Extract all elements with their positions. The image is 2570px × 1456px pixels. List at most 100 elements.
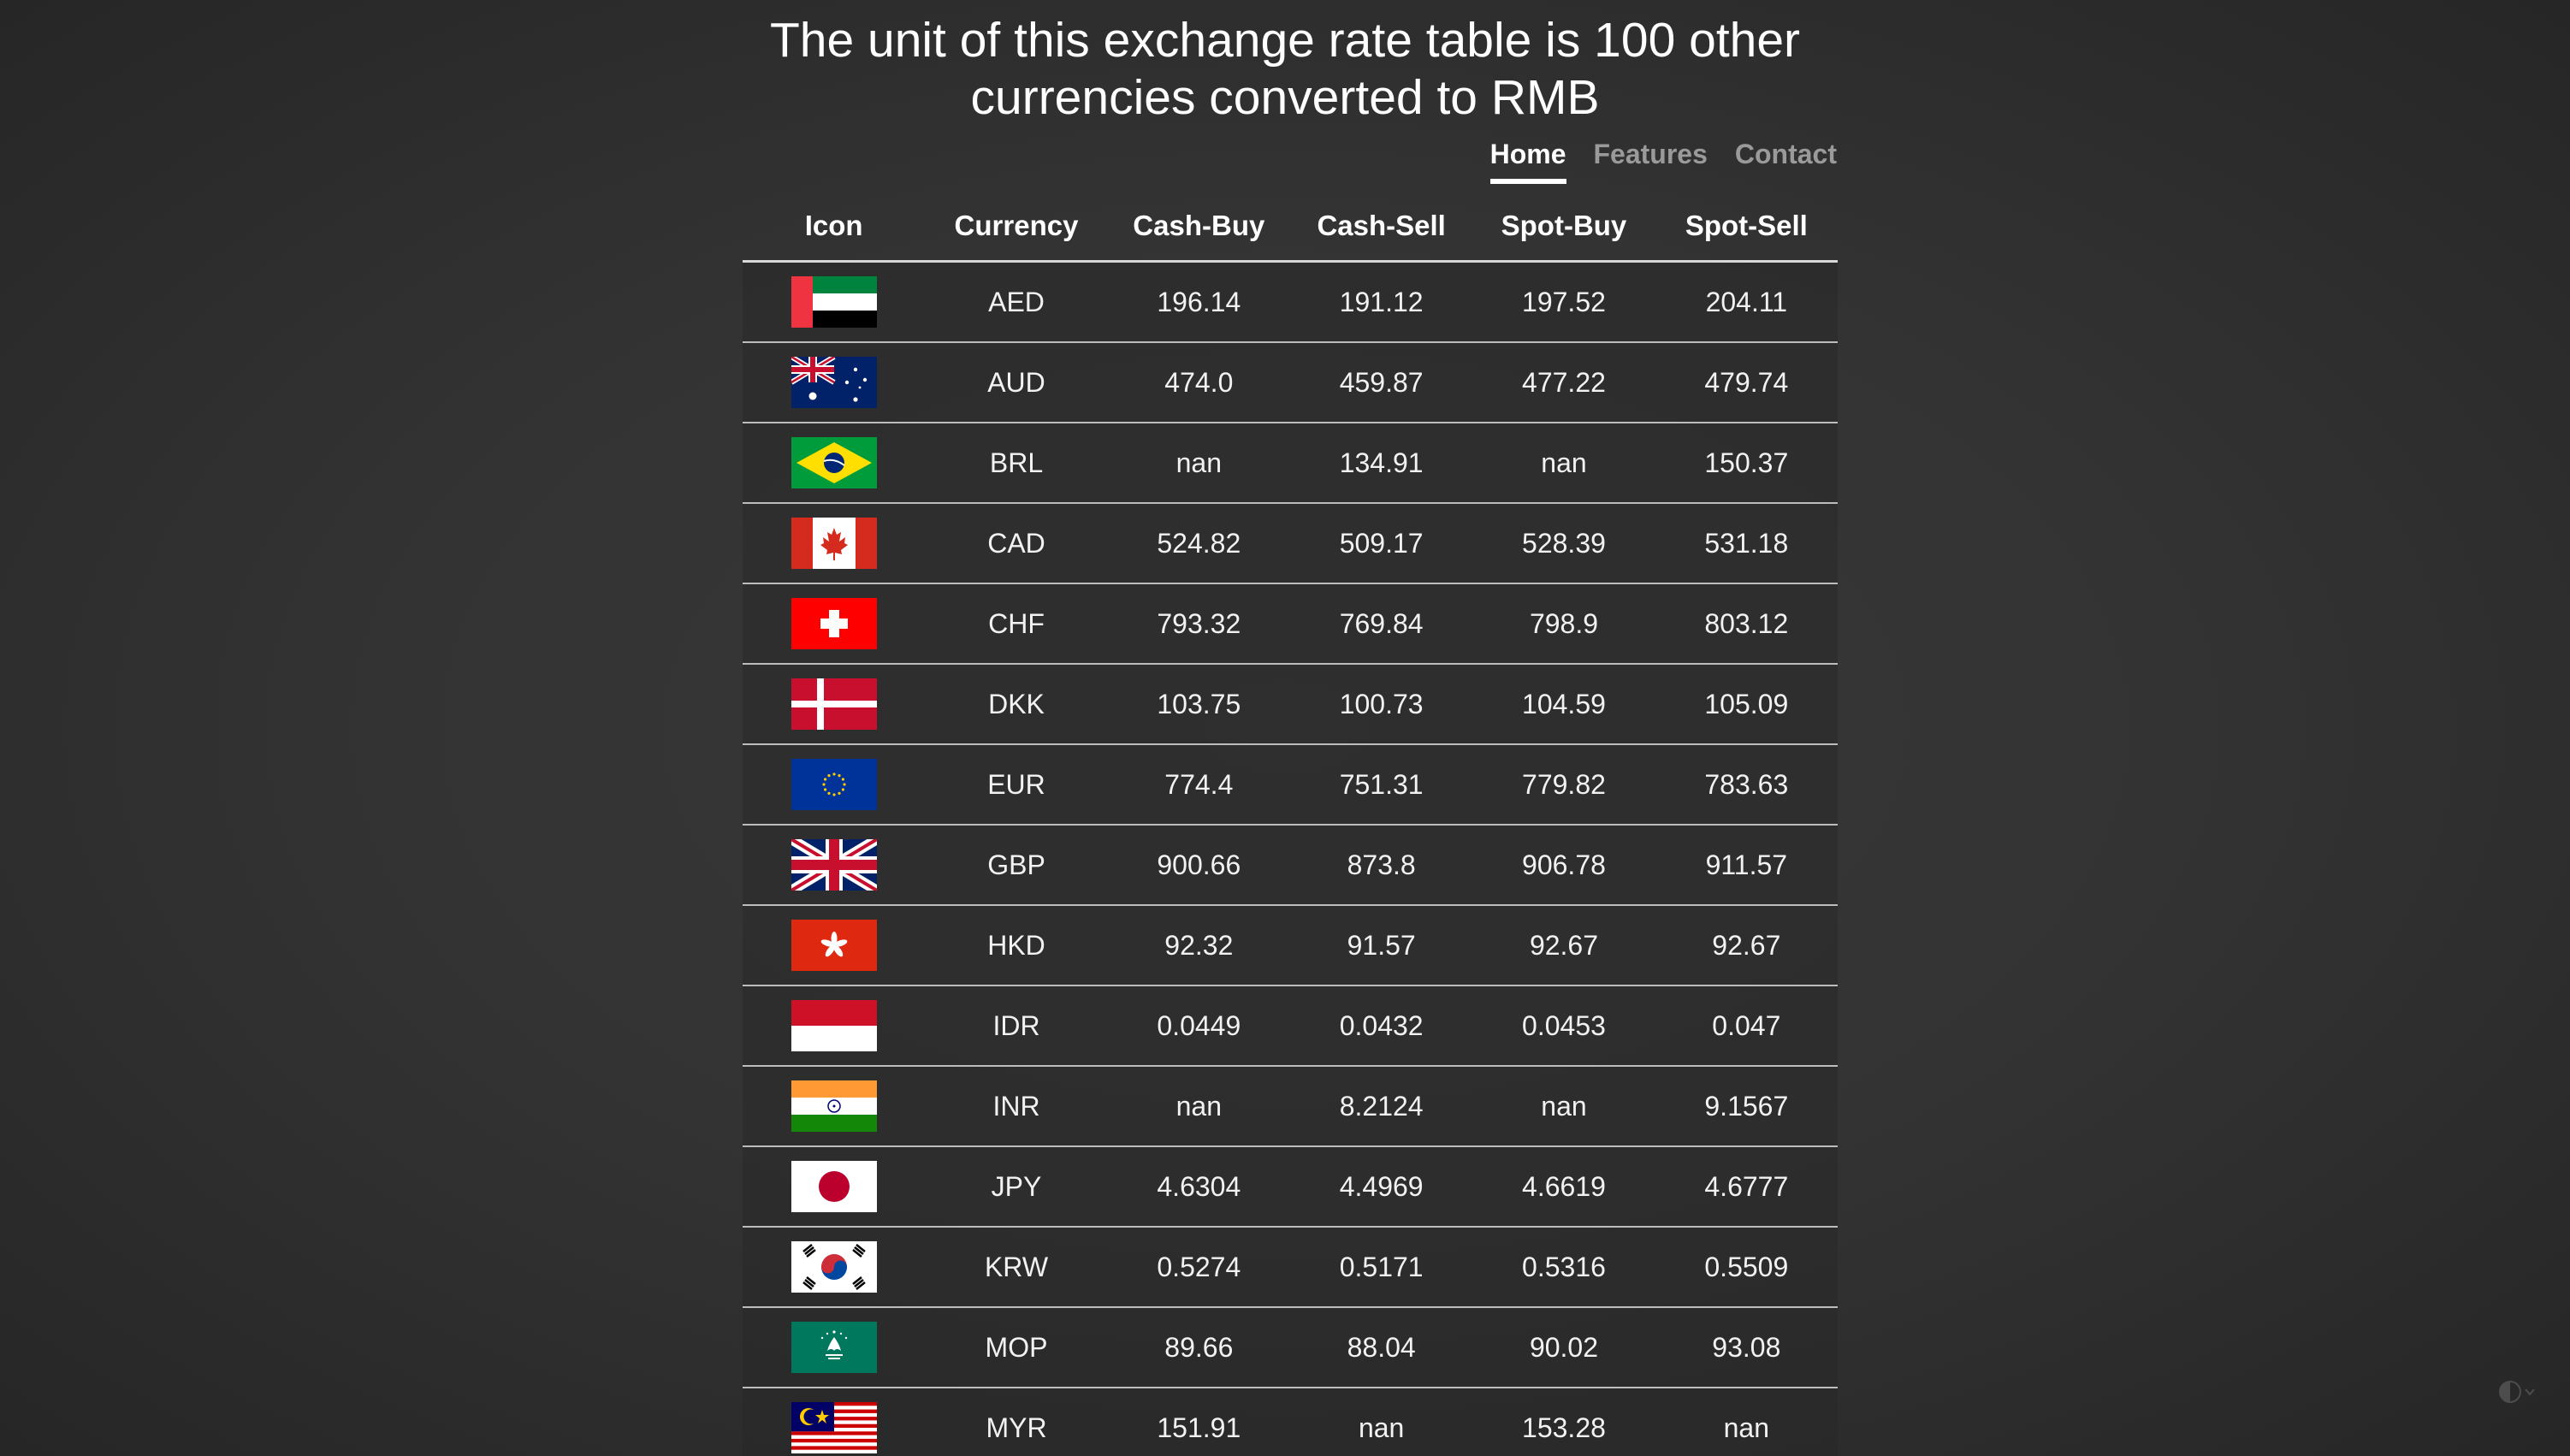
spot-sell-cell: 4.6777 — [1655, 1146, 1838, 1228]
table-row: JPY 4.6304 4.4969 4.6619 4.6777 — [743, 1146, 1838, 1228]
page-title-line-2: currencies converted to RMB — [970, 70, 1600, 125]
icon-cell — [743, 1227, 926, 1308]
currency-cell: MYR — [925, 1388, 1108, 1456]
spot-sell-cell: nan — [1655, 1388, 1838, 1456]
currency-cell: GBP — [925, 825, 1108, 906]
currency-cell: AUD — [925, 342, 1108, 423]
cash-sell-cell: 459.87 — [1289, 342, 1473, 423]
spot-buy-cell: nan — [1472, 423, 1655, 504]
top-nav: Home Features Contact — [1489, 139, 1837, 184]
table-row: AUD 474.0 459.87 477.22 479.74 — [743, 342, 1838, 423]
cash-sell-cell: nan — [1289, 1388, 1473, 1456]
denmark-flag-icon — [791, 678, 877, 730]
cash-buy-cell: 89.66 — [1107, 1307, 1290, 1388]
switzerland-flag-icon — [791, 598, 877, 649]
icon-cell — [743, 664, 926, 745]
cash-buy-cell: 4.6304 — [1107, 1146, 1290, 1228]
table-row: MYR 151.91 nan 153.28 nan — [743, 1388, 1838, 1456]
currency-cell: DKK — [925, 664, 1108, 745]
spot-buy-cell: 153.28 — [1472, 1388, 1655, 1456]
spot-buy-cell: 0.0453 — [1472, 985, 1655, 1067]
spot-sell-cell: 0.5509 — [1655, 1227, 1838, 1308]
cash-sell-cell: 4.4969 — [1289, 1146, 1473, 1228]
column-header-cash-buy: Cash-Buy — [1107, 192, 1290, 263]
spot-buy-cell: 104.59 — [1472, 664, 1655, 745]
page-title-line-1: The unit of this exchange rate table is … — [769, 13, 1801, 68]
nav-home[interactable]: Home — [1489, 139, 1566, 184]
spot-sell-cell: 204.11 — [1655, 261, 1838, 343]
cash-buy-cell: 103.75 — [1107, 664, 1290, 745]
icon-cell — [743, 1146, 926, 1228]
spot-sell-cell: 92.67 — [1655, 905, 1838, 986]
cash-buy-cell: 151.91 — [1107, 1388, 1290, 1456]
spot-sell-cell: 803.12 — [1655, 583, 1838, 665]
currency-cell: EUR — [925, 744, 1108, 826]
exchange-rate-table-container: Icon Currency Cash-Buy Cash-Sell Spot-Bu… — [743, 192, 1838, 1456]
table-row: INR nan 8.2124 nan 9.1567 — [743, 1066, 1838, 1147]
cash-buy-cell: 92.32 — [1107, 905, 1290, 986]
cash-buy-cell: nan — [1107, 1066, 1290, 1147]
cash-sell-cell: 134.91 — [1289, 423, 1473, 504]
column-header-spot-buy: Spot-Buy — [1472, 192, 1655, 263]
icon-cell — [743, 1066, 926, 1147]
canada-flag-icon — [791, 518, 877, 569]
india-flag-icon — [791, 1080, 877, 1132]
page-title: The unit of this exchange rate table is … — [0, 12, 2570, 127]
spot-sell-cell: 911.57 — [1655, 825, 1838, 906]
spot-sell-cell: 9.1567 — [1655, 1066, 1838, 1147]
indonesia-flag-icon — [791, 1000, 877, 1051]
spot-buy-cell: 0.5316 — [1472, 1227, 1655, 1308]
nav-contact[interactable]: Contact — [1734, 139, 1837, 169]
icon-cell — [743, 905, 926, 986]
cash-sell-cell: 0.5171 — [1289, 1227, 1473, 1308]
spot-sell-cell: 93.08 — [1655, 1307, 1838, 1388]
currency-cell: JPY — [925, 1146, 1108, 1228]
icon-cell — [743, 423, 926, 504]
japan-flag-icon — [791, 1161, 877, 1212]
spot-sell-cell: 150.37 — [1655, 423, 1838, 504]
spot-buy-cell: 779.82 — [1472, 744, 1655, 826]
currency-cell: IDR — [925, 985, 1108, 1067]
currency-cell: BRL — [925, 423, 1108, 504]
icon-cell — [743, 1388, 926, 1456]
table-row: HKD 92.32 91.57 92.67 92.67 — [743, 905, 1838, 986]
table-row: AED 196.14 191.12 197.52 204.11 — [743, 261, 1838, 343]
spot-buy-cell: nan — [1472, 1066, 1655, 1147]
uk-flag-icon — [791, 839, 877, 891]
spot-buy-cell: 477.22 — [1472, 342, 1655, 423]
currency-cell: HKD — [925, 905, 1108, 986]
macau-flag-icon — [791, 1322, 877, 1373]
korea-flag-icon — [791, 1241, 877, 1293]
cash-sell-cell: 751.31 — [1289, 744, 1473, 826]
table-row: IDR 0.0449 0.0432 0.0453 0.047 — [743, 985, 1838, 1067]
cash-buy-cell: 793.32 — [1107, 583, 1290, 665]
table-row: BRL nan 134.91 nan 150.37 — [743, 423, 1838, 504]
column-header-spot-sell: Spot-Sell — [1655, 192, 1838, 263]
cash-buy-cell: 900.66 — [1107, 825, 1290, 906]
currency-cell: KRW — [925, 1227, 1108, 1308]
cash-sell-cell: 769.84 — [1289, 583, 1473, 665]
hongkong-flag-icon — [791, 920, 877, 971]
spot-sell-cell: 783.63 — [1655, 744, 1838, 826]
spot-sell-cell: 479.74 — [1655, 342, 1838, 423]
nav-features[interactable]: Features — [1593, 139, 1708, 169]
icon-cell — [743, 342, 926, 423]
spot-buy-cell: 90.02 — [1472, 1307, 1655, 1388]
icon-cell — [743, 261, 926, 343]
cash-sell-cell: 873.8 — [1289, 825, 1473, 906]
cash-sell-cell: 91.57 — [1289, 905, 1473, 986]
icon-cell — [743, 583, 926, 665]
currency-cell: CAD — [925, 503, 1108, 584]
table-row: MOP 89.66 88.04 90.02 93.08 — [743, 1307, 1838, 1388]
spot-sell-cell: 531.18 — [1655, 503, 1838, 584]
icon-cell — [743, 744, 926, 826]
cash-buy-cell: 0.5274 — [1107, 1227, 1290, 1308]
cash-buy-cell: 0.0449 — [1107, 985, 1290, 1067]
currency-cell: MOP — [925, 1307, 1108, 1388]
cash-buy-cell: 774.4 — [1107, 744, 1290, 826]
spot-buy-cell: 528.39 — [1472, 503, 1655, 584]
table-row: KRW 0.5274 0.5171 0.5316 0.5509 — [743, 1227, 1838, 1308]
cash-buy-cell: 474.0 — [1107, 342, 1290, 423]
contrast-icon[interactable] — [2498, 1379, 2536, 1405]
spot-sell-cell: 105.09 — [1655, 664, 1838, 745]
